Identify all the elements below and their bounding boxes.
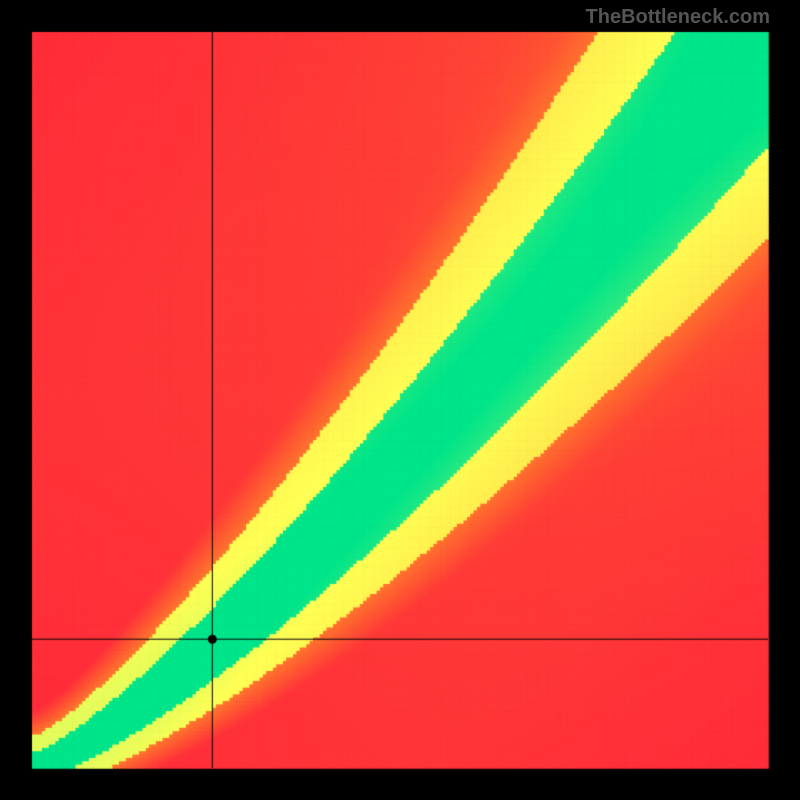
watermark-text: TheBottleneck.com: [586, 6, 770, 29]
bottleneck-heatmap: [0, 0, 800, 800]
chart-container: { "watermark": { "text": "TheBottleneck.…: [0, 0, 800, 800]
